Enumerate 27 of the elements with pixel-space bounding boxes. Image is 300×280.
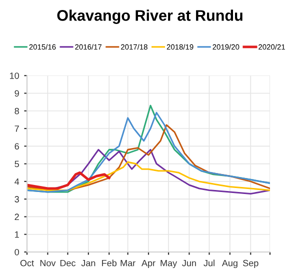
x-tick-label: Sep [243, 260, 258, 268]
x-tick-label: Dec [60, 260, 76, 266]
x-tick-label: Apr [141, 260, 156, 268]
x-tick-label: May [160, 260, 178, 268]
y-tick-label: 2 [14, 214, 19, 220]
line-series [27, 171, 110, 190]
chart-title: Okavango River at Rundu [57, 10, 242, 24]
y-tick-label: 9 [14, 90, 19, 97]
y-tick-label: 6 [14, 143, 19, 150]
x-tick-label: Jul [204, 260, 214, 266]
y-tick-label: 10 [10, 72, 20, 79]
x-tick-label: Mar [120, 260, 136, 266]
y-tick-label: 4 [14, 178, 20, 185]
x-tick-label: Oct [20, 260, 34, 266]
y-tick-label: 1 [15, 231, 19, 238]
x-tick-label: Jun [182, 260, 196, 266]
y-tick-label: 7 [14, 126, 19, 132]
y-tick-label: 8 [14, 108, 19, 114]
y-tick-label: 3 [14, 196, 19, 202]
x-tick-label: Feb [102, 260, 117, 266]
x-tick-label: Aug [222, 260, 238, 268]
y-tick-label: 5 [14, 160, 19, 168]
y-tick-label: 0 [14, 248, 20, 256]
x-tick-label: Jan [81, 260, 96, 266]
x-tick-label: Nov [40, 260, 56, 266]
line-series [27, 161, 270, 192]
line-series [27, 124, 270, 192]
